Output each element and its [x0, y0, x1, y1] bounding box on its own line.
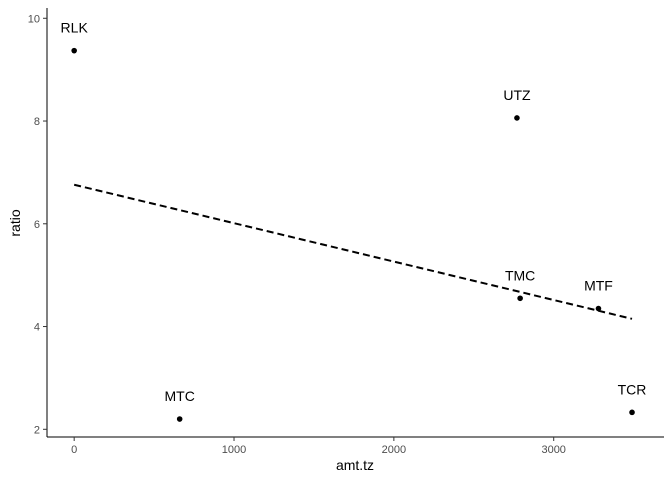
x-tick-label: 3000 — [541, 444, 565, 456]
y-axis-ticks: 2 4 6 8 10 — [28, 13, 47, 436]
point-label-mtc: MTC — [165, 388, 195, 404]
y-tick-label: 4 — [34, 322, 40, 334]
point-label-mtf: MTF — [584, 278, 613, 294]
data-point-mtf — [595, 305, 602, 312]
x-tick-label: 1000 — [222, 444, 246, 456]
x-tick-label: 2000 — [382, 444, 406, 456]
y-tick-label: 10 — [28, 13, 40, 25]
data-point-tcr — [629, 409, 635, 416]
data-point-mtc — [176, 416, 183, 422]
x-axis-title: amt.tz — [336, 457, 374, 473]
point-label-tcr: TCR — [618, 381, 647, 397]
y-axis-title: ratio — [7, 209, 23, 236]
y-tick-label: 8 — [34, 116, 40, 128]
point-label-utz: UTZ — [503, 87, 531, 103]
y-tick-label: 2 — [34, 424, 40, 436]
y-tick-label: 6 — [34, 219, 40, 231]
trend-line — [73, 183, 633, 320]
x-axis-ticks: 0 1000 2000 3000 — [71, 437, 566, 456]
point-label-tmc: TMC — [505, 267, 535, 283]
data-point-tmc — [517, 295, 523, 302]
point-label-rlk: RLK — [61, 20, 89, 36]
x-tick-label: 0 — [71, 444, 77, 456]
data-point-rlk — [71, 47, 77, 54]
plot-area: RLK UTZ TMC MTF MTC TCR — [61, 20, 647, 422]
data-point-utz — [514, 115, 520, 121]
